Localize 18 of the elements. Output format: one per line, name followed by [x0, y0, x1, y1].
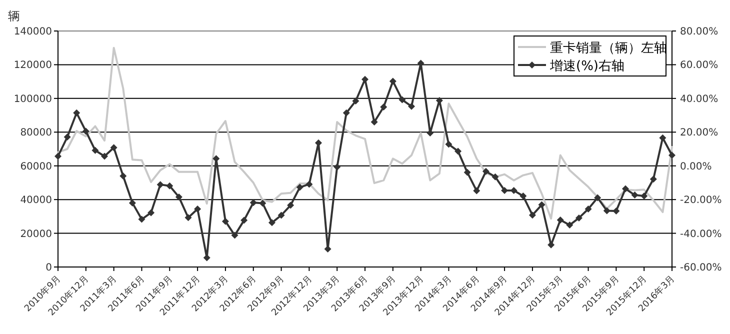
y-tick-label: 0 [46, 262, 52, 274]
y2-tick-label: 40.00% [680, 94, 718, 105]
legend-label: 增速(%)右轴 [549, 59, 624, 74]
y-tick-label: 100000 [14, 94, 52, 105]
y2-tick-label: -40.00% [680, 228, 722, 240]
y2-tick-label: 80.00% [680, 26, 718, 38]
y2-tick-label: -20.00% [680, 195, 722, 206]
y2-tick-label: -60.00% [680, 262, 722, 274]
y2-tick-label: 20.00% [680, 128, 718, 139]
y2-tick-label: 60.00% [680, 60, 718, 72]
y-tick-label: 40000 [20, 195, 52, 206]
y-tick-label: 60000 [20, 161, 52, 172]
y-tick-label: 20000 [20, 228, 52, 240]
y2-tick-label: 0.00% [680, 161, 712, 172]
y-axis-title: 辆 [8, 9, 20, 23]
y-tick-label: 80000 [20, 128, 52, 139]
y-tick-label: 140000 [14, 26, 52, 38]
y-tick-label: 120000 [14, 60, 52, 72]
